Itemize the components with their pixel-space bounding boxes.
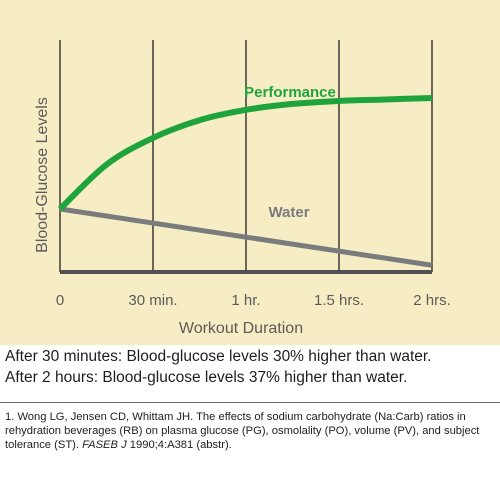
divider	[0, 402, 500, 403]
x-tick-labels: 0 30 min. 1 hr. 1.5 hrs. 2 hrs.	[56, 292, 451, 309]
x-tick-label-4: 2 hrs.	[413, 292, 451, 309]
x-tick-label-1: 30 min.	[128, 292, 177, 309]
series-label-water: Water	[268, 204, 309, 221]
chart-background	[0, 0, 500, 345]
series-label-performance: Performance	[244, 84, 336, 101]
series-line-water	[59, 206, 433, 268]
footnote-text: 1. Wong LG, Jensen CD, Whittam JH. The e…	[5, 411, 480, 451]
footnote-citation: 1990;4:A381 (abstr).	[126, 439, 232, 451]
x-tick-label-3: 1.5 hrs.	[314, 292, 364, 309]
y-axis-label: Blood-Glucose Levels	[34, 97, 51, 253]
chart: 0 30 min. 1 hr. 1.5 hrs. 2 hrs. Performance W…	[0, 0, 500, 345]
grid	[59, 40, 433, 274]
x-tick-label-2: 1 hr.	[231, 292, 260, 309]
summary-30-minutes: After 30 minutes: Blood-glucose levels 3…	[5, 348, 432, 365]
footnote-journal: FASEB J	[82, 439, 127, 451]
x-axis-label: Workout Duration	[179, 320, 303, 337]
series-lines	[57, 95, 433, 268]
summary-2-hours: After 2 hours: Blood-glucose levels 37% …	[5, 369, 408, 386]
x-tick-label-0: 0	[56, 292, 64, 309]
series-line-performance	[57, 95, 433, 212]
footnote: 1. Wong LG, Jensen CD, Whittam JH. The e…	[5, 410, 495, 452]
series-labels: Performance Water	[244, 84, 336, 221]
